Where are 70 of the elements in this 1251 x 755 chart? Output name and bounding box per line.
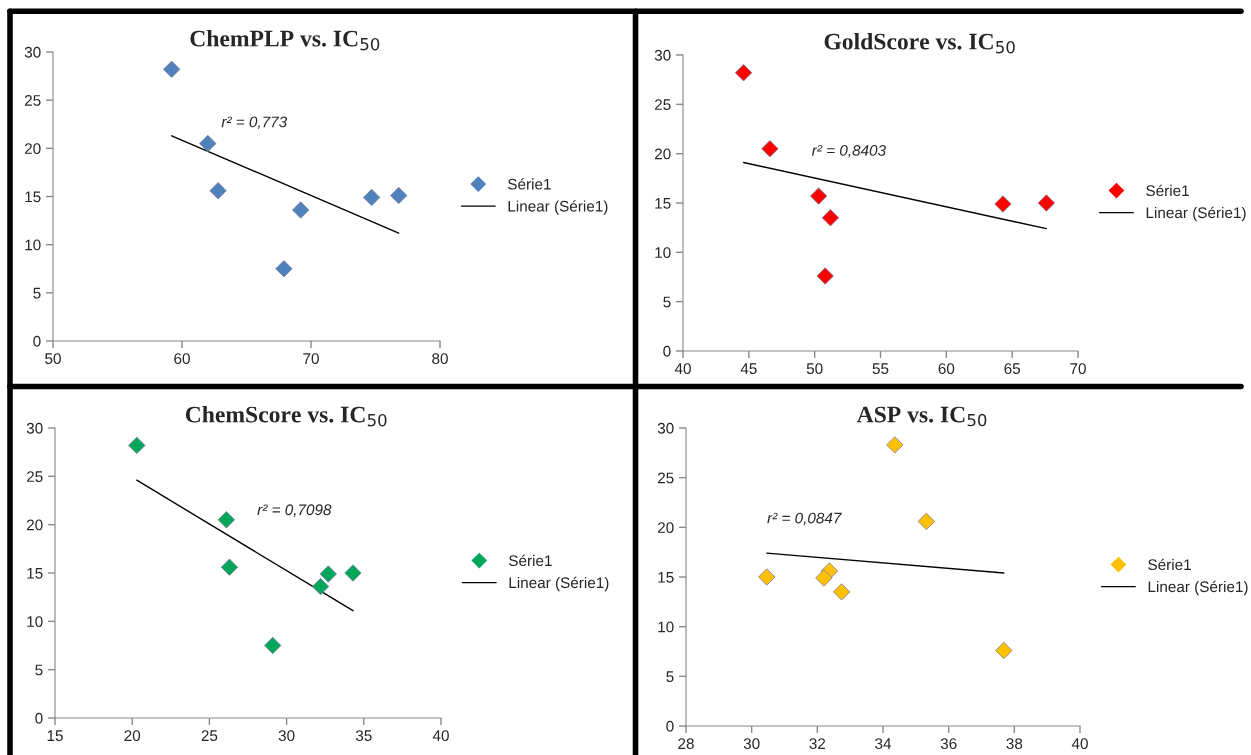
x-tick-label: 28 (678, 738, 694, 750)
x-tick-label: 80 (432, 353, 448, 365)
y-tick-label: 10 (655, 247, 671, 259)
x-tick-label: 60 (938, 363, 955, 375)
legend-label: Série1 (1148, 558, 1191, 571)
x-tick-label: 30 (278, 730, 295, 742)
legend-label: Linear (Série1) (509, 576, 609, 592)
y-tick-label: 10 (25, 239, 41, 251)
y-tick-label: 10 (658, 621, 674, 633)
y-tick-label: 10 (27, 616, 43, 628)
x-tick-label: 50 (806, 363, 823, 375)
x-tick-label: 65 (1004, 363, 1021, 375)
x-tick-label: 40 (1071, 738, 1088, 750)
x-tick-label: 70 (303, 353, 319, 365)
x-tick-label: 40 (674, 363, 691, 375)
point (344, 564, 362, 582)
x-tick-label: 70 (1070, 363, 1086, 375)
legend-label: Linear (Série1) (508, 200, 608, 215)
y-tick-label: 15 (655, 198, 671, 209)
y-tick-label: 0 (33, 335, 41, 347)
x-tick-label: 15 (47, 730, 63, 742)
y-tick-label: 20 (26, 519, 43, 531)
legend-label: Série1 (1146, 184, 1189, 197)
legend-label: Linear (Série1) (1146, 206, 1246, 222)
x-tick-label: 45 (740, 363, 757, 375)
y-tick-label: 5 (663, 296, 671, 308)
x-tick-label: 30 (743, 738, 760, 750)
point (362, 188, 381, 207)
legend-label: Linear (Série1) (1148, 580, 1248, 596)
y-tick-label: 15 (658, 572, 674, 583)
y-tick-label: 5 (35, 664, 43, 676)
x-tick-label: 20 (124, 730, 141, 742)
y-tick-label: 5 (33, 287, 41, 299)
y-tick-label: 15 (25, 191, 41, 203)
y-tick-label: 25 (654, 99, 671, 111)
x-tick-label: 34 (875, 738, 892, 750)
legend-label: Série1 (509, 554, 552, 567)
y-tick-label: 0 (663, 345, 671, 357)
annotation: r² = 0,8403 (812, 144, 886, 158)
y-tick-label: 5 (666, 671, 674, 683)
annotation: r² = 0,773 (221, 116, 288, 130)
legend-label: Série1 (508, 178, 551, 190)
chart-title: GoldScore vs. IC$_{50}$ (824, 32, 1015, 54)
chart-title: ASP vs. IC$_{50}$ (856, 406, 987, 427)
chart-title: ChemPLP vs. IC$_{50}$ (190, 29, 380, 51)
x-tick-label: 60 (174, 353, 190, 365)
x-tick-label: 40 (432, 730, 449, 742)
y-tick-label: 25 (26, 471, 43, 483)
annotation: r² = 0,0847 (767, 512, 842, 526)
x-tick-label: 25 (201, 730, 218, 742)
y-tick-label: 25 (657, 472, 674, 484)
annotation: r² = 0,7098 (257, 504, 332, 517)
y-tick-label: 30 (654, 49, 671, 61)
x-tick-label: 38 (1006, 738, 1023, 750)
y-tick-label: 20 (654, 148, 671, 160)
y-tick-label: 20 (657, 522, 674, 534)
y-tick-label: 0 (666, 720, 674, 732)
y-tick-label: 20 (24, 143, 41, 155)
x-tick-label: 35 (355, 730, 372, 742)
y-tick-label: 25 (24, 95, 41, 106)
y-tick-label: 0 (35, 712, 43, 724)
y-tick-label: 30 (24, 46, 41, 58)
y-tick-label: 15 (27, 568, 43, 579)
x-tick-label: 32 (809, 738, 826, 750)
y-tick-label: 30 (26, 422, 43, 434)
x-tick-label: 55 (872, 363, 889, 375)
y-tick-label: 30 (657, 422, 674, 434)
x-tick-label: 36 (940, 738, 957, 750)
chart-title: ChemScore vs. IC$_{50}$ (185, 405, 387, 427)
x-tick-label: 50 (45, 353, 61, 365)
